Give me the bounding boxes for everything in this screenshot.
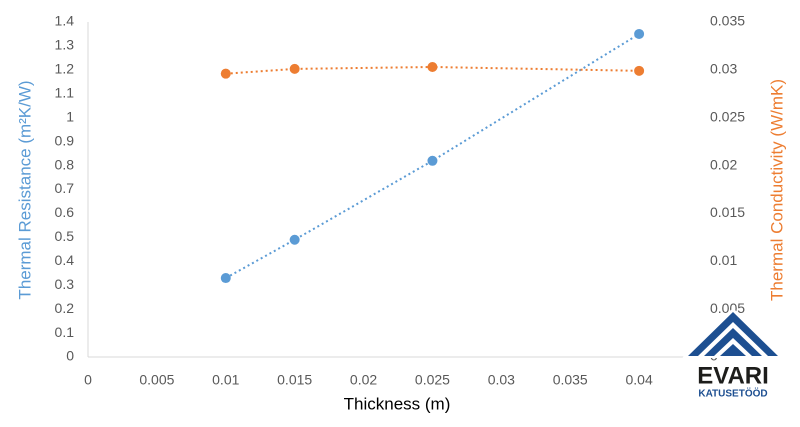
logo-stripe: [704, 328, 762, 356]
y-tick-label: 1.3: [55, 37, 75, 53]
x-tick-label: 0.03: [488, 372, 515, 388]
x-tick-label: 0.02: [350, 372, 377, 388]
y-tick-label: 0.8: [55, 156, 75, 172]
point: [220, 273, 231, 284]
x-axis-title: Thickness (m): [344, 394, 451, 413]
x-tick-label: 0.035: [553, 372, 588, 388]
y2-axis-title: Thermal Conductivity (W/mK): [767, 79, 786, 301]
trend-line: [225, 65, 640, 75]
point: [220, 68, 231, 79]
y2-tick-label: 0.035: [710, 13, 745, 29]
y-tick-label: 1.2: [55, 61, 75, 77]
y2-tick-label: 0.01: [710, 252, 737, 268]
point: [634, 28, 645, 39]
y-tick-label: 0.5: [55, 228, 75, 244]
y-tick-label: 0.3: [55, 276, 75, 292]
logo-text-bg: [680, 362, 786, 400]
x-tick-label: 0.025: [415, 372, 450, 388]
x-tick-label: 0.01: [212, 372, 239, 388]
y-tick-label: 0.9: [55, 132, 75, 148]
y2-tick-label: 0.03: [710, 61, 737, 77]
y-tick-label: 0.7: [55, 180, 75, 196]
y2-tick-label: 0.025: [710, 108, 745, 124]
y2-tick-label: 0.015: [710, 204, 745, 220]
x-tick-label: 0.04: [625, 372, 652, 388]
y-axis-title: Thermal Resistance (m²K/W): [15, 80, 34, 299]
point: [427, 155, 438, 166]
y-tick-label: 1.4: [55, 13, 75, 29]
logo-stripe: [688, 312, 778, 356]
logo: EVARI KATUSETÖÖD: [680, 308, 786, 400]
y-tick-label: 1: [66, 108, 74, 124]
point: [427, 61, 438, 72]
x-tick-label: 0: [84, 372, 92, 388]
x-tick-label: 0.005: [139, 372, 174, 388]
x-tick-label: 0.015: [277, 372, 312, 388]
logo-stripe: [720, 344, 746, 356]
logo-name: EVARI: [697, 362, 769, 389]
y-tick-label: 1.1: [55, 84, 75, 100]
logo-tagline: KATUSETÖÖD: [698, 387, 767, 400]
y2-tick-label: 0.02: [710, 156, 737, 172]
point: [634, 65, 645, 76]
y-tick-label: 0: [66, 348, 74, 364]
point: [289, 63, 300, 74]
y-tick-label: 0.1: [55, 324, 75, 340]
y-tick-label: 0.6: [55, 204, 75, 220]
y-tick-label: 0.2: [55, 300, 75, 316]
y-tick-label: 0.4: [55, 252, 75, 268]
point: [289, 234, 300, 245]
